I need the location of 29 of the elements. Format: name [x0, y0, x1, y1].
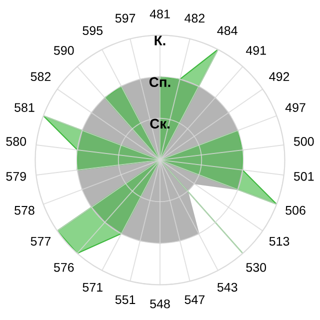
- spoke-label: 579: [6, 172, 26, 181]
- spoke-label: 548: [150, 299, 170, 308]
- spoke-label: 501: [294, 172, 314, 181]
- y-tick-label: Сп.: [149, 77, 170, 87]
- spoke-label: 595: [82, 26, 103, 36]
- spoke-label: 506: [286, 206, 306, 215]
- spoke-label: 597: [115, 14, 136, 23]
- spoke-label: 530: [246, 262, 266, 272]
- spoke-label: 547: [184, 295, 204, 304]
- spoke-label: 492: [269, 72, 290, 82]
- y-tick-label: Ск.: [150, 118, 170, 129]
- spoke-label: 577: [30, 236, 51, 246]
- spoke-label: 578: [14, 206, 34, 215]
- y-tick-label: К.: [154, 36, 166, 46]
- spoke-label: 590: [54, 46, 74, 55]
- spoke-label: 484: [217, 26, 238, 36]
- spoke-label: 513: [269, 236, 290, 246]
- spoke-label: 497: [285, 103, 306, 112]
- spoke-label: 551: [115, 295, 136, 304]
- spoke-label: 543: [217, 282, 238, 292]
- spoke-label: 581: [14, 103, 34, 112]
- spoke-label: 491: [246, 46, 266, 55]
- spoke-label: 481: [150, 10, 170, 18]
- spoke-label: 571: [82, 282, 102, 292]
- spoke-label: 576: [54, 262, 74, 272]
- spoke-label: 482: [184, 14, 204, 23]
- spoke-label: 500: [294, 137, 314, 146]
- spoke-label: 582: [30, 72, 51, 82]
- spoke-label: 580: [6, 137, 26, 146]
